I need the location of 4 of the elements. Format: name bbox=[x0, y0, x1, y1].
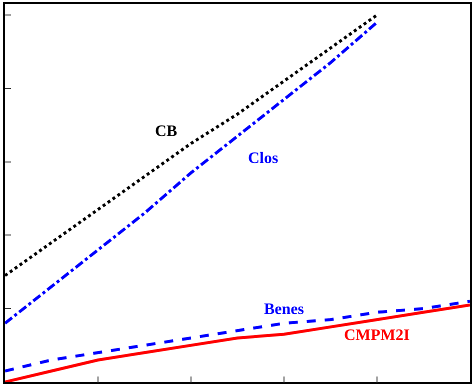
series-label: CB bbox=[155, 123, 178, 140]
series-label: Benes bbox=[264, 301, 304, 318]
series-label: Clos bbox=[248, 150, 278, 167]
series-label: CMPM2I bbox=[344, 327, 410, 344]
